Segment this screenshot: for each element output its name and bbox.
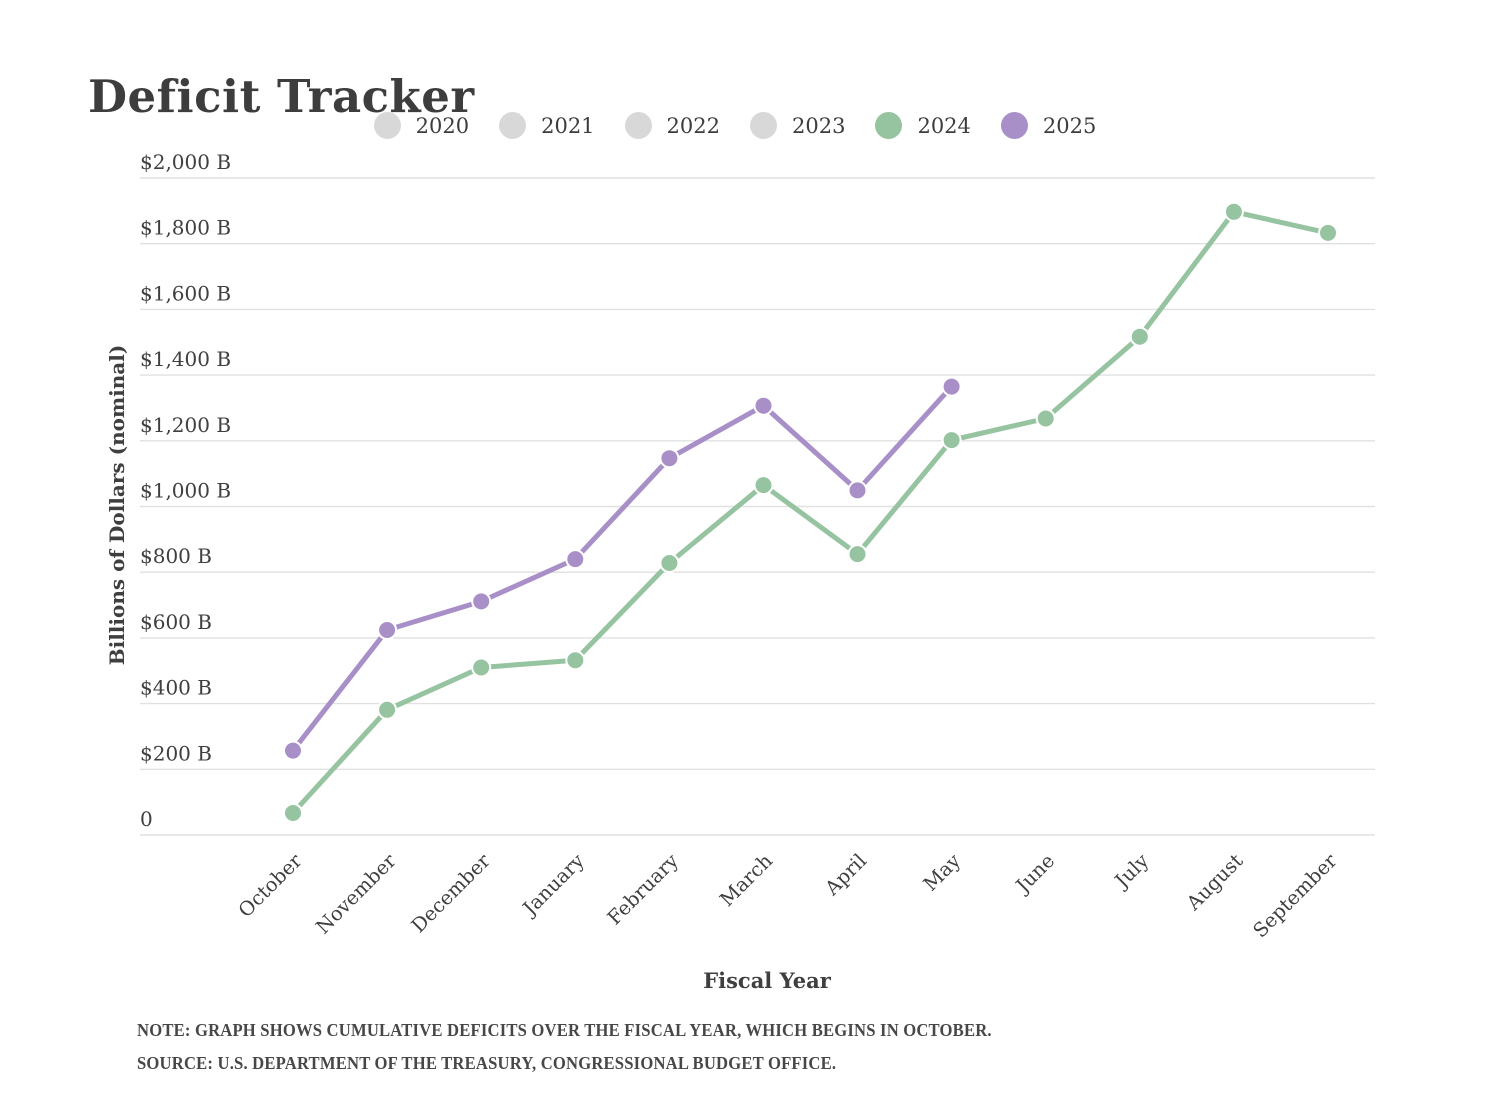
legend-swatch-2025 xyxy=(1000,112,1028,139)
y-tick-label: $800 B xyxy=(140,544,212,568)
chart-legend: 2020 2021 2022 2023 2024 2025 xyxy=(0,112,1486,139)
legend-label: 2025 xyxy=(1042,113,1097,138)
data-point-2025[interactable] xyxy=(753,395,774,416)
x-tick-label: May xyxy=(919,849,965,895)
data-point-2025[interactable] xyxy=(847,480,868,501)
series-line-2024 xyxy=(290,209,1331,816)
y-tick-label: $200 B xyxy=(140,741,212,765)
data-point-2024[interactable] xyxy=(941,430,962,451)
x-tick-label: October xyxy=(234,849,307,922)
legend-item-2020[interactable]: 2020 xyxy=(373,112,470,139)
data-point-2025[interactable] xyxy=(941,376,962,397)
data-point-2024[interactable] xyxy=(1318,222,1338,243)
x-tick-label: August xyxy=(1181,849,1247,915)
y-tick-label: $1,600 B xyxy=(140,281,231,305)
data-point-2024[interactable] xyxy=(1035,408,1056,429)
data-point-2025[interactable] xyxy=(659,448,680,469)
y-tick-label: $600 B xyxy=(140,610,212,634)
data-point-2024[interactable] xyxy=(659,553,680,573)
data-point-2025[interactable] xyxy=(471,591,492,612)
legend-item-2023[interactable]: 2023 xyxy=(750,112,845,139)
y-tick-label: $1,200 B xyxy=(140,413,231,437)
data-point-2024[interactable] xyxy=(377,699,398,720)
series-line-2025 xyxy=(290,384,955,754)
data-point-2024[interactable] xyxy=(1223,201,1244,222)
x-axis-title: Fiscal Year xyxy=(703,968,831,993)
data-point-2024[interactable] xyxy=(1129,326,1150,347)
y-tick-label: $400 B xyxy=(140,676,212,700)
data-point-2024[interactable] xyxy=(753,475,774,496)
y-tick-label: $1,400 B xyxy=(140,347,231,371)
legend-item-2024[interactable]: 2024 xyxy=(875,112,971,139)
y-axis-title: Billions of Dollars (nominal) xyxy=(105,344,129,666)
data-point-2024[interactable] xyxy=(847,544,868,565)
x-tick-label: January xyxy=(517,849,589,921)
x-tick-label: September xyxy=(1248,849,1342,943)
data-point-2024[interactable] xyxy=(471,657,492,678)
legend-item-2021[interactable]: 2021 xyxy=(499,112,595,139)
x-tick-label: December xyxy=(407,849,495,937)
y-tick-label: 0 xyxy=(140,807,153,831)
y-tick-label: $1,000 B xyxy=(140,479,231,503)
x-tick-label: July xyxy=(1109,849,1153,893)
legend-label: 2020 xyxy=(415,113,470,138)
y-tick-label: $1,800 B xyxy=(140,216,231,240)
legend-label: 2023 xyxy=(792,113,846,138)
data-point-2025[interactable] xyxy=(283,740,303,761)
data-point-2025[interactable] xyxy=(377,620,398,640)
legend-swatch-2024 xyxy=(875,112,903,139)
legend-swatch-2023 xyxy=(750,112,777,139)
chart-source: SOURCE: U.S. DEPARTMENT OF THE TREASURY,… xyxy=(137,1053,837,1073)
data-point-2024[interactable] xyxy=(565,650,586,671)
legend-label: 2022 xyxy=(666,113,720,138)
page-title: Deficit Tracker xyxy=(88,70,475,124)
legend-label: 2024 xyxy=(917,113,971,138)
x-tick-label: February xyxy=(603,849,683,929)
legend-swatch-2020 xyxy=(373,112,401,139)
chart-note: NOTE: GRAPH SHOWS CUMULATIVE DEFICITS OV… xyxy=(137,1020,992,1040)
legend-swatch-2021 xyxy=(499,112,527,139)
legend-swatch-2022 xyxy=(624,112,652,139)
data-point-2025[interactable] xyxy=(565,549,586,570)
x-tick-label: June xyxy=(1010,849,1059,898)
legend-label: 2021 xyxy=(541,113,595,138)
data-point-2024[interactable] xyxy=(283,803,303,823)
x-tick-label: March xyxy=(715,849,777,911)
legend-item-2022[interactable]: 2022 xyxy=(624,112,720,139)
legend-item-2025[interactable]: 2025 xyxy=(1000,112,1097,139)
x-tick-label: November xyxy=(311,849,401,939)
y-tick-label: $2,000 B xyxy=(140,150,231,174)
x-tick-label: April xyxy=(820,849,871,900)
